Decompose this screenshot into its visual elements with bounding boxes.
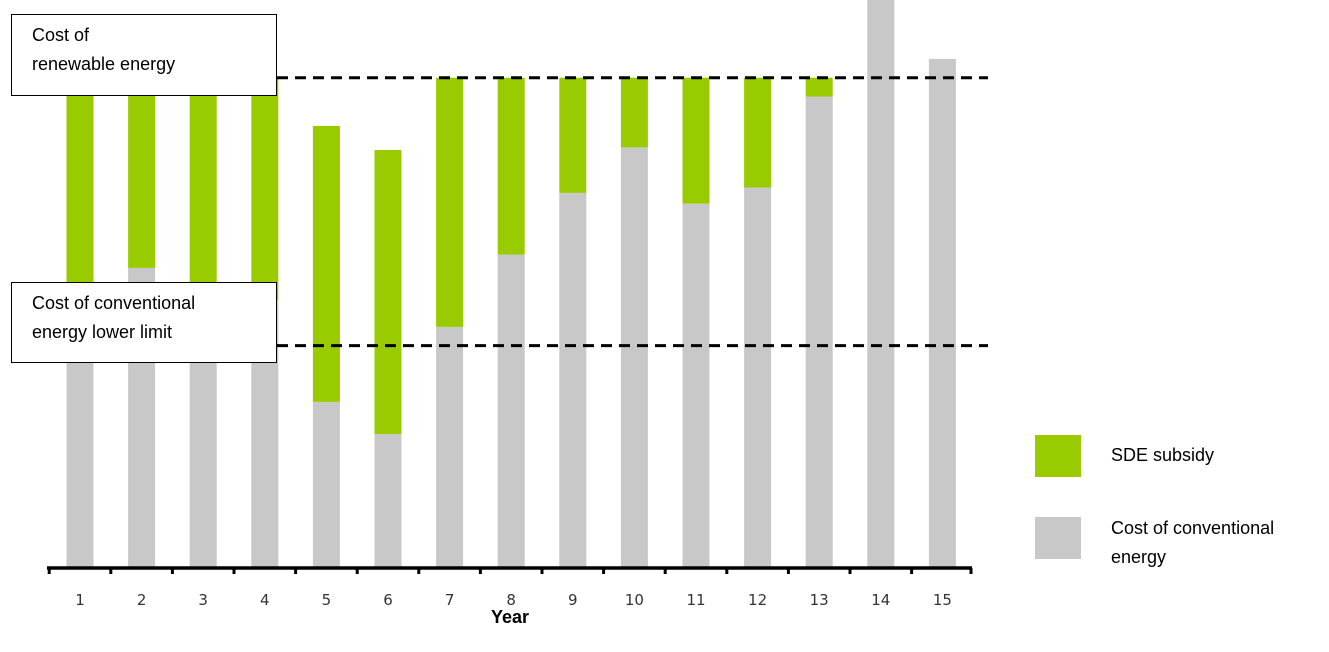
legend-label-sde-subsidy: SDE subsidy — [1111, 445, 1215, 465]
bar-cost-of-conventional-energy-year-13 — [805, 96, 833, 568]
bars-group — [66, 0, 956, 569]
bar-sde-subsidy-year-3 — [189, 77, 217, 301]
x-tick-label: 6 — [383, 591, 393, 609]
conventional-lower-limit-label: Cost of conventional energy lower limit — [11, 282, 277, 363]
bar-sde-subsidy-year-9 — [559, 77, 587, 193]
bar-sde-subsidy-year-11 — [682, 77, 710, 204]
x-axis: 1 2 3 4 5 6 7 8 9 10 11 12 13 14 15 — [47, 566, 973, 609]
x-tick-label: 1 — [75, 591, 85, 609]
bar-cost-of-conventional-energy-year-8 — [497, 254, 525, 568]
x-tick-label: 3 — [198, 591, 208, 609]
bar-cost-of-conventional-energy-year-10 — [620, 147, 648, 568]
bar-cost-of-conventional-energy-year-14 — [867, 0, 895, 568]
legend-swatch-sde-subsidy — [1035, 435, 1081, 477]
bar-sde-subsidy-year-13 — [805, 77, 833, 97]
x-tick-label: 15 — [933, 591, 952, 609]
bar-cost-of-conventional-energy-year-12 — [744, 187, 772, 568]
x-tick-label: 12 — [748, 591, 767, 609]
conventional-lower-limit-label-line-1: Cost of conventional — [32, 293, 196, 313]
x-tick-label: 5 — [322, 591, 332, 609]
x-tick-label: 10 — [625, 591, 644, 609]
bar-sde-subsidy-year-2 — [128, 77, 156, 268]
bar-sde-subsidy-year-5 — [312, 125, 340, 402]
renewable-cost-label-line-2: renewable energy — [32, 54, 176, 74]
bar-cost-of-conventional-energy-year-7 — [436, 326, 464, 568]
x-tick-label: 11 — [686, 591, 705, 609]
x-tick-label: 8 — [506, 591, 516, 609]
bar-sde-subsidy-year-7 — [436, 77, 464, 327]
legend-label-conventional-energy: Cost of conventional energy — [1111, 518, 1275, 567]
bar-sde-subsidy-year-10 — [620, 77, 648, 148]
bar-cost-of-conventional-energy-year-9 — [559, 192, 587, 568]
bar-sde-subsidy-year-12 — [744, 77, 772, 188]
renewable-cost-label: Cost of renewable energy — [11, 14, 277, 96]
bar-sde-subsidy-year-8 — [497, 77, 525, 255]
bar-cost-of-conventional-energy-year-6 — [374, 434, 402, 568]
bar-cost-of-conventional-energy-year-5 — [312, 401, 340, 568]
x-axis-title: Year — [491, 607, 529, 627]
x-tick-label: 9 — [568, 591, 578, 609]
reference-lines — [277, 76, 988, 348]
renewable-cost-label-line-1: Cost of — [32, 25, 90, 45]
bar-sde-subsidy-year-1 — [66, 77, 94, 301]
legend-swatch-conventional-energy — [1035, 517, 1081, 559]
bar-cost-of-conventional-energy-year-15 — [928, 58, 956, 569]
x-tick-label: 4 — [260, 591, 270, 609]
x-tick-label: 14 — [871, 591, 890, 609]
x-tick-label: 13 — [810, 591, 829, 609]
x-tick-label: 2 — [137, 591, 147, 609]
x-tick-label: 7 — [445, 591, 455, 609]
conventional-lower-limit-label-line-2: energy lower limit — [32, 322, 173, 342]
bar-sde-subsidy-year-4 — [251, 77, 279, 301]
bar-cost-of-conventional-energy-year-11 — [682, 203, 710, 568]
bar-sde-subsidy-year-6 — [374, 150, 402, 434]
